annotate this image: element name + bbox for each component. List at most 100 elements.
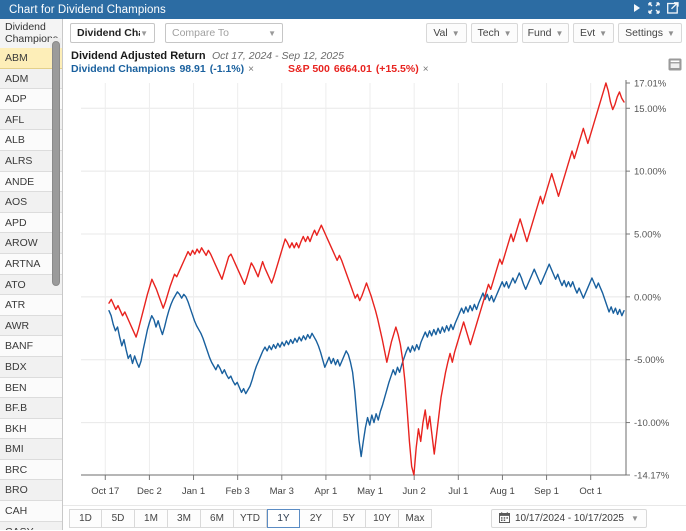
symbol-list-item[interactable]: BRC (0, 459, 62, 481)
chevron-down-icon: ▼ (140, 28, 148, 38)
series-line (108, 263, 625, 458)
symbol-list-item[interactable]: BF.B (0, 398, 62, 419)
symbol-list-item[interactable]: AOS (0, 192, 62, 213)
y-tick-label: 15.00% (634, 104, 667, 115)
x-tick-label: Feb 3 (226, 486, 250, 497)
window-controls (633, 2, 686, 17)
range-button-1y[interactable]: 1Y (267, 509, 300, 528)
chevron-down-icon: ▼ (268, 28, 276, 38)
x-tick-label: May 1 (357, 486, 383, 497)
legend-value-sp500: 6664.01 (333, 63, 372, 75)
val-button[interactable]: Val ▼ (426, 23, 467, 43)
y-tick-label: -5.00% (634, 355, 665, 366)
play-icon[interactable] (633, 3, 641, 16)
x-tick-label: Sep 1 (534, 486, 559, 497)
chart-toolbar: Dividend Cha ▼ Compare To ▼ Val ▼ Tech ▼… (63, 19, 686, 49)
symbol-list-item[interactable]: ATR (0, 295, 62, 316)
symbol-list-item[interactable]: ALRS (0, 150, 62, 172)
range-button-6m[interactable]: 6M (201, 509, 234, 528)
x-tick-label: Jun 2 (403, 486, 426, 497)
x-tick-label: Jan 1 (182, 486, 205, 497)
chevron-down-icon: ▼ (555, 28, 564, 38)
panel-toggle-icon[interactable] (668, 58, 682, 74)
legend-label-sp500: S&P 500 (288, 63, 330, 75)
symbol-list-item[interactable]: BRO (0, 480, 62, 502)
y-tick-label: 17.01% (634, 79, 667, 90)
symbol-list-item[interactable]: ADM (0, 68, 62, 90)
x-tick-label: Oct 1 (579, 486, 602, 497)
symbol-list-item[interactable]: BEN (0, 377, 62, 399)
chevron-down-icon: ▼ (667, 28, 675, 38)
x-tick-label: Oct 17 (91, 486, 119, 497)
chevron-down-icon: ▼ (451, 28, 460, 38)
val-button-label: Val (433, 27, 448, 39)
legend-remove-icon[interactable]: × (422, 63, 429, 75)
symbol-list-item[interactable]: CASY (0, 521, 62, 530)
symbol-select[interactable]: Dividend Cha ▼ (70, 23, 155, 43)
symbol-list-item[interactable]: ATO (0, 274, 62, 296)
evt-button[interactable]: Evt ▼ (573, 23, 614, 43)
symbol-list-item[interactable]: BMI (0, 439, 62, 460)
date-range-value: 10/17/2024 - 10/17/2025 (515, 513, 624, 524)
evt-button-label: Evt (579, 27, 596, 39)
symbol-list-item[interactable]: AROW (0, 233, 62, 254)
range-toolbar: 1D 5D 1M 3M 6M YTD 1Y 2Y 5Y 10Y Max 10/17/2024 - 1… (63, 505, 686, 531)
settings-button-label: Settings (625, 27, 664, 39)
chart-legend: Dividend Champions 98.91 (-1.1%) × S&P 5… (71, 63, 429, 75)
symbol-list-item[interactable]: AWR (0, 315, 62, 337)
range-button-2y[interactable]: 2Y (300, 509, 333, 528)
range-button-max[interactable]: Max (399, 509, 432, 528)
range-button-group[interactable]: 1D 5D 1M 3M 6M YTD 1Y 2Y 5Y 10Y Max (69, 509, 432, 528)
symbol-list-item[interactable]: ADP (0, 89, 62, 110)
symbol-sidebar[interactable]: Dividend Champions ABM ADM ADP AFL ALB ALRS AN… (0, 19, 63, 530)
legend-remove-icon[interactable]: × (248, 63, 254, 75)
symbol-list-item[interactable]: APD (0, 212, 62, 234)
symbol-list-item[interactable]: BDX (0, 356, 62, 378)
calendar-icon (499, 511, 510, 526)
range-button-1d[interactable]: 1D (69, 509, 102, 528)
legend-change-dividend-champions: (-1.1%) (209, 63, 245, 75)
range-button-10y[interactable]: 10Y (366, 509, 399, 528)
range-button-1m[interactable]: 1M (135, 509, 168, 528)
chart-plot-area[interactable]: 17.01% 15.00% 10.00% 5.00% 0.00% -5.00% -10.00… (63, 75, 686, 505)
y-tick-label: -14.17% (634, 471, 670, 482)
legend-value-dividend-champions: 98.91 (179, 63, 206, 75)
symbol-list-item[interactable]: ABM (0, 48, 62, 69)
legend-label-dividend-champions: Dividend Champions (71, 63, 176, 75)
date-range-picker[interactable]: 10/17/2024 - 10/17/2025 ▼ (491, 509, 647, 528)
symbol-list-item[interactable]: ALB (0, 130, 62, 151)
symbol-list-item[interactable]: AFL (0, 109, 62, 131)
range-button-5d[interactable]: 5D (102, 509, 135, 528)
fund-button-label: Fund (527, 27, 552, 39)
window-title-bar: Chart for Dividend Champions (0, 0, 686, 19)
symbol-list-item[interactable]: CAH (0, 501, 62, 522)
chevron-down-icon: ▼ (599, 28, 608, 38)
collapse-icon[interactable] (648, 2, 660, 17)
tech-button[interactable]: Tech ▼ (471, 23, 518, 43)
range-button-ytd[interactable]: YTD (234, 509, 267, 528)
tech-button-label: Tech (477, 27, 500, 39)
compare-to-select[interactable]: Compare To ▼ (165, 23, 283, 43)
x-tick-label: Apr 1 (315, 486, 338, 497)
symbol-list-item[interactable]: ARTNA (0, 253, 62, 275)
y-tick-label: 5.00% (634, 229, 661, 240)
x-tick-label: Aug 1 (490, 486, 515, 497)
symbol-list[interactable]: ABM ADM ADP AFL ALB ALRS ANDE AOS APD AROW ARTNA AT… (0, 48, 62, 530)
legend-item-sp500[interactable]: S&P 500 6664.01 (+15.5%) × (288, 63, 429, 75)
y-tick-label: -10.00% (634, 418, 670, 429)
range-button-3m[interactable]: 3M (168, 509, 201, 528)
symbol-list-item[interactable]: BKH (0, 418, 62, 440)
legend-item-dividend-champions[interactable]: Dividend Champions 98.91 (-1.1%) × (71, 63, 254, 75)
popout-icon[interactable] (667, 2, 679, 17)
legend-change-sp500: (+15.5%) (375, 63, 419, 75)
x-tick-label: Dec 2 (137, 486, 162, 497)
range-button-5y[interactable]: 5Y (333, 509, 366, 528)
fund-button[interactable]: Fund ▼ (522, 23, 569, 43)
compare-to-placeholder: Compare To (172, 27, 230, 39)
symbol-list-item[interactable]: ANDE (0, 171, 62, 193)
settings-button[interactable]: Settings ▼ (618, 23, 682, 43)
sidebar-scrollbar-thumb[interactable] (52, 41, 60, 286)
symbol-list-item[interactable]: BANF (0, 336, 62, 357)
price-chart-svg[interactable]: 17.01% 15.00% 10.00% 5.00% 0.00% -5.00% -10.00… (63, 75, 686, 505)
